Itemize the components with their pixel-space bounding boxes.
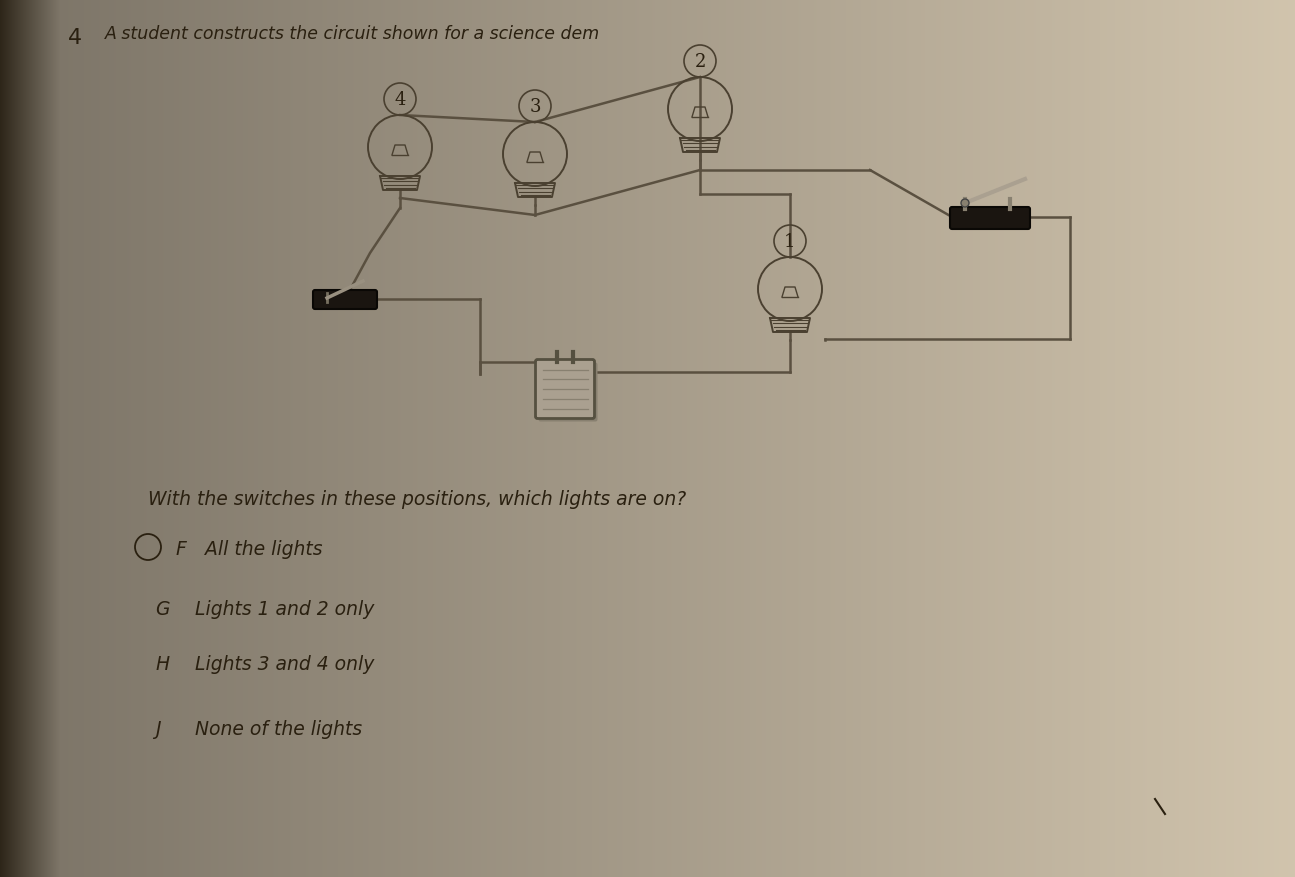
- Circle shape: [961, 200, 969, 208]
- Text: H: H: [155, 654, 170, 674]
- Text: Lights 3 and 4 only: Lights 3 and 4 only: [196, 654, 374, 674]
- Text: With the switches in these positions, which lights are on?: With the switches in these positions, wh…: [148, 489, 686, 509]
- FancyBboxPatch shape: [313, 290, 377, 310]
- Text: F: F: [175, 539, 185, 559]
- Text: 3: 3: [530, 98, 541, 116]
- Text: 2: 2: [694, 53, 706, 71]
- Text: J: J: [155, 719, 161, 738]
- Text: G: G: [155, 599, 170, 618]
- FancyBboxPatch shape: [951, 208, 1030, 230]
- Text: None of the lights: None of the lights: [196, 719, 363, 738]
- Text: A student constructs the circuit shown for a science dem: A student constructs the circuit shown f…: [105, 25, 600, 43]
- Text: 4: 4: [69, 28, 82, 48]
- Text: 4: 4: [394, 91, 405, 109]
- Text: All the lights: All the lights: [205, 539, 322, 559]
- Text: Lights 1 and 2 only: Lights 1 and 2 only: [196, 599, 374, 618]
- FancyBboxPatch shape: [536, 360, 594, 419]
- FancyBboxPatch shape: [539, 363, 597, 422]
- Text: 1: 1: [785, 232, 795, 251]
